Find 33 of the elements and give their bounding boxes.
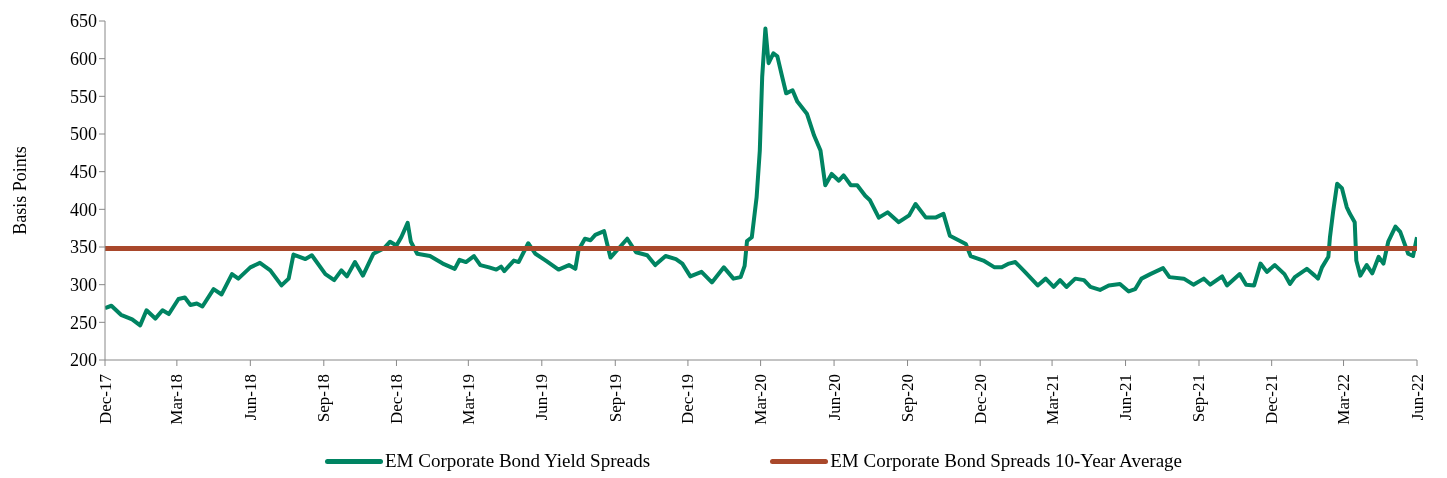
- x-tick-label: Mar-18: [167, 374, 187, 425]
- y-axis-title: Basis Points: [10, 146, 31, 235]
- x-tick-label: Mar-22: [1334, 374, 1354, 425]
- y-tick-label: 600: [70, 49, 97, 70]
- y-tick-label: 300: [70, 275, 97, 296]
- x-tick-label: Dec-17: [95, 373, 115, 425]
- x-tick-label: Sep-19: [605, 374, 625, 423]
- x-tick-label: Dec-21: [1262, 374, 1282, 425]
- x-tick-label: Sep-21: [1189, 374, 1209, 423]
- y-tick-label: 450: [70, 162, 97, 183]
- y-tick-label: 350: [70, 237, 97, 258]
- legend-label: EM Corporate Bond Spreads 10-Year Average: [830, 450, 1183, 472]
- x-tick-label: Jun-22: [1407, 374, 1427, 421]
- legend-label: EM Corporate Bond Yield Spreads: [384, 450, 651, 472]
- y-tick-label: 250: [70, 312, 97, 333]
- y-tick-label: 400: [70, 199, 97, 220]
- y-tick-label: 500: [70, 124, 97, 145]
- x-tick-label: Jun-19: [532, 374, 552, 421]
- x-tick-label: Sep-20: [898, 374, 918, 423]
- x-tick-label: Dec-18: [386, 374, 406, 425]
- x-tick-label: Dec-19: [678, 374, 698, 425]
- x-tick-label: Jun-21: [1116, 374, 1136, 421]
- x-tick-label: Jun-20: [824, 374, 844, 421]
- line-series: [105, 26, 1417, 328]
- y-tick-label: 550: [70, 86, 97, 107]
- x-tick-label: Mar-21: [1042, 374, 1062, 425]
- y-tick-label: 650: [70, 11, 97, 32]
- y-tick-label: 200: [70, 350, 97, 371]
- x-tick-label: Mar-20: [751, 374, 771, 425]
- x-tick-label: Mar-19: [458, 374, 478, 425]
- x-tick-label: Dec-20: [970, 374, 990, 425]
- x-tick-label: Jun-18: [240, 374, 260, 421]
- x-tick-label: Sep-18: [314, 374, 334, 423]
